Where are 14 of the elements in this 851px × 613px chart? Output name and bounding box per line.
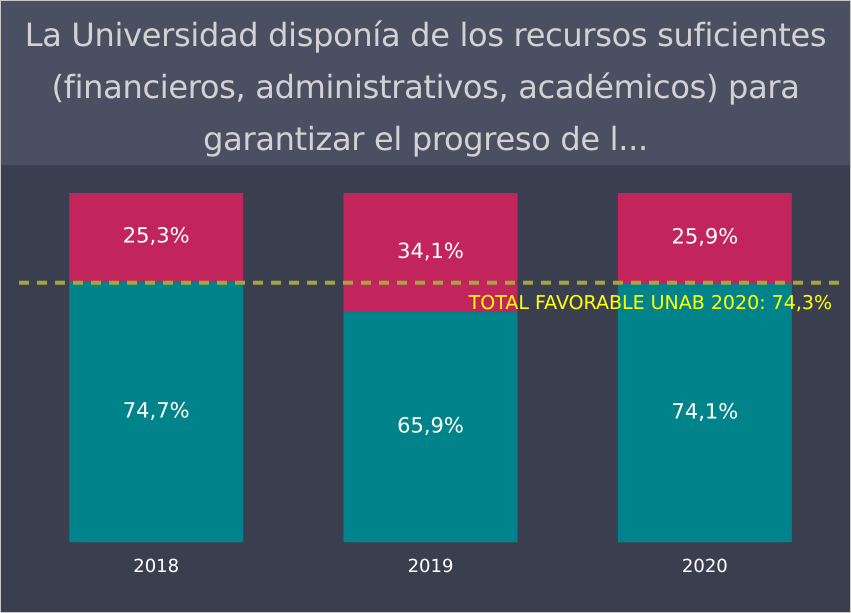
x-tick-label: 2019 — [408, 556, 454, 577]
data-label: 25,3% — [122, 224, 190, 248]
chart-title: La Universidad disponía de los recursos suficientes (financieros, administrativos, académicos) para garantizar el progreso de l... — [1, 1, 850, 165]
bar — [344, 312, 518, 542]
data-label: 34,1% — [397, 239, 464, 264]
x-tick-label: 2020 — [682, 556, 728, 577]
bar — [69, 281, 244, 542]
data-label: 25,9% — [671, 224, 738, 249]
data-label: 74,7% — [122, 398, 190, 422]
bar — [69, 193, 244, 282]
x-tick-label: 2018 — [133, 556, 180, 577]
bar — [618, 193, 792, 284]
data-label: 74,1% — [671, 399, 738, 424]
data-label: 65,9% — [397, 414, 464, 438]
